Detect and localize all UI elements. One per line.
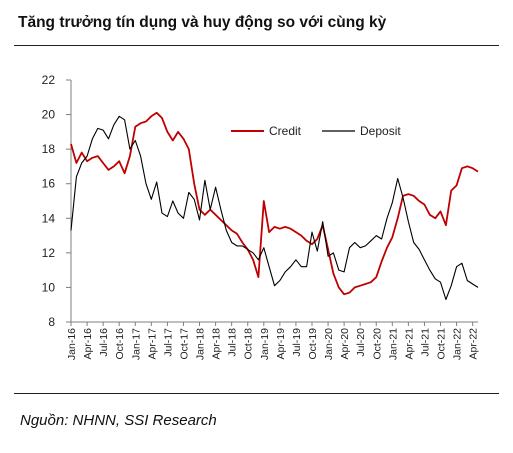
y-tick-label: 22 [42,73,56,87]
x-tick-label: Apr-22 [468,328,480,360]
x-tick-label: Jan-17 [130,328,142,360]
source-note: Nguồn: NHNN, SSI Research [20,412,217,429]
x-tick-label: Jan-18 [195,328,207,360]
y-tick-label: 10 [42,280,56,294]
x-tick-label: Apr-19 [275,328,287,360]
x-tick-label: Jan-21 [387,328,399,360]
series-line-deposit [70,115,479,301]
x-tick-label: Apr-20 [339,328,351,360]
series-line-credit [70,111,479,296]
legend: Credit Deposit [231,124,401,138]
source-divider [14,393,499,394]
x-tick-label: Oct-18 [243,328,255,360]
legend-label-deposit: Deposit [360,124,401,138]
x-tick-label: Jul-16 [98,328,110,357]
y-tick-label: 20 [42,108,56,122]
legend-label-credit: Credit [269,124,302,138]
x-tick-label: Jul-18 [227,328,239,357]
x-tick-label: Oct-19 [307,328,319,360]
x-tick-label: Apr-17 [146,328,158,360]
title-divider [14,45,499,46]
x-tick-label: Jul-17 [162,328,174,357]
y-tick-label: 14 [42,211,56,225]
y-tick-label: 8 [48,315,55,329]
x-tick-label: Jul-20 [355,328,367,357]
y-tick-label: 18 [42,142,56,156]
x-tick-label: Jan-22 [452,328,464,360]
y-tick-label: 12 [42,246,56,260]
series-lines [70,111,479,301]
x-tick-label: Apr-18 [211,328,223,360]
x-tick-label: Oct-17 [178,328,190,360]
x-tick-label: Jan-20 [323,328,335,360]
y-axis: 8 10 12 14 16 18 20 22 [42,73,72,329]
y-tick-label: 16 [42,177,56,191]
x-tick-label: Oct-16 [114,328,126,360]
x-tick-label: Apr-16 [82,328,94,360]
x-tick-label: Oct-21 [436,328,448,360]
x-axis: Jan-16 Apr-16 Jul-16 Oct-16 Jan-17 Apr-17 Jul-… [66,321,480,360]
x-tick-label: Apr-21 [403,328,415,360]
x-tick-label: Jul-21 [419,328,431,357]
chart-title: Tăng trưởng tín dụng và huy động so với … [18,14,387,31]
x-tick-label: Jan-19 [259,328,271,360]
x-tick-label: Oct-20 [371,328,383,360]
x-tick-label: Jul-19 [291,328,303,357]
x-tick-label: Jan-16 [66,328,78,360]
